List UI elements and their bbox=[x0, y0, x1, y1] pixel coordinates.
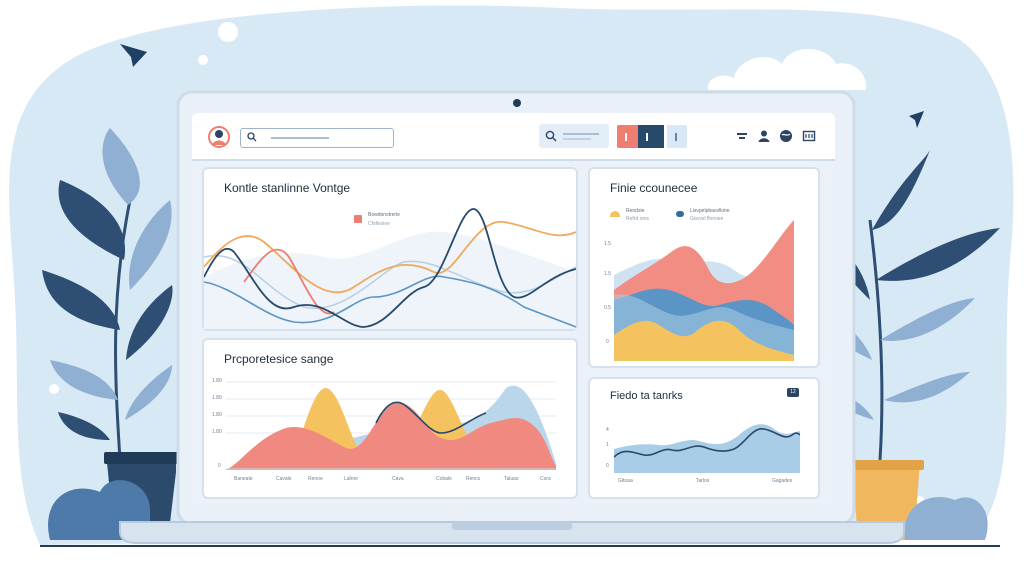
x-tick: Cava bbox=[392, 476, 404, 482]
count-badge: 12 bbox=[787, 388, 799, 397]
line-series-coral bbox=[243, 248, 335, 315]
y-tick: 1.5 bbox=[604, 271, 611, 277]
x-tick: Rencs bbox=[466, 476, 481, 482]
y-tick: 1.80 bbox=[212, 412, 222, 418]
line-series-orange bbox=[204, 221, 576, 294]
y-tick: 0.5 bbox=[604, 305, 611, 311]
legend-swatch bbox=[610, 211, 620, 217]
legend-label: Rendsie bbox=[626, 208, 645, 214]
legend-sublabel: Gisrvel ffomiee bbox=[690, 216, 724, 222]
chart-panel-tasks: Fiedo ta tanrks 12 4 1 0 Gitoaa Tarlos G… bbox=[588, 377, 820, 499]
find-icon bbox=[545, 130, 557, 142]
x-tick: Cora bbox=[540, 476, 551, 482]
bubble bbox=[49, 384, 59, 394]
legend-sublabel: Chiflesine bbox=[368, 221, 390, 227]
chart-panel-percentage-range: Prcporetesice sange 1.80 1.80 1.80 1.80 … bbox=[202, 338, 578, 499]
pot-rim bbox=[104, 452, 180, 464]
legend-swatch bbox=[676, 211, 684, 217]
find-input-hint bbox=[563, 138, 591, 140]
x-tick: Cobale bbox=[436, 476, 452, 482]
chart-panel-finance: Finie ccounecee Rendsie Refrd oms Lisvpe… bbox=[588, 167, 820, 368]
pot-icon bbox=[852, 462, 920, 540]
legend-sublabel: Refrd oms bbox=[626, 216, 650, 222]
area-chart bbox=[226, 381, 556, 470]
x-tick: Lahne bbox=[344, 476, 358, 482]
filter-icon bbox=[675, 133, 677, 141]
line-series-light bbox=[204, 254, 576, 310]
bubble bbox=[218, 22, 238, 42]
y-tick: 0 bbox=[606, 339, 609, 345]
find-input-text bbox=[563, 133, 599, 135]
paper-plane-icon bbox=[909, 111, 924, 128]
filter-button-1[interactable] bbox=[617, 125, 638, 148]
paper-plane-icon bbox=[120, 44, 147, 67]
y-tick: 0 bbox=[218, 463, 221, 469]
line-series-navy bbox=[614, 428, 800, 458]
menu-icon[interactable] bbox=[735, 129, 749, 143]
area-line-chart bbox=[614, 424, 800, 473]
filter-button-3[interactable] bbox=[667, 125, 687, 148]
y-tick: 0 bbox=[606, 463, 609, 469]
line-series-navy bbox=[204, 208, 576, 328]
user-icon[interactable] bbox=[757, 129, 771, 143]
grid-icon[interactable] bbox=[802, 129, 816, 143]
legend-label: Lisvpelpbacelkine bbox=[690, 208, 730, 214]
y-tick: 4 bbox=[606, 427, 609, 433]
laptop-notch bbox=[452, 522, 572, 530]
plant-left bbox=[42, 128, 173, 461]
x-tick: Cavale bbox=[276, 476, 292, 482]
x-tick: Tarlos bbox=[696, 478, 710, 484]
x-tick: Taluas bbox=[504, 476, 519, 482]
gridline bbox=[226, 381, 556, 434]
filter-icon bbox=[625, 133, 627, 141]
line-series-navy bbox=[375, 401, 487, 434]
filter-icon bbox=[646, 133, 648, 141]
camera-icon bbox=[513, 99, 521, 107]
area-series-yellow bbox=[614, 320, 794, 361]
panel-title: Fiedo ta tanrks bbox=[610, 390, 683, 402]
cloud-icon bbox=[707, 49, 867, 90]
line-series-blue bbox=[204, 275, 576, 328]
y-tick: 1.80 bbox=[212, 429, 222, 435]
search-input-text bbox=[271, 137, 329, 139]
legend-label: Bowdonstrerle bbox=[368, 212, 400, 218]
x-tick: Gagades bbox=[772, 478, 793, 484]
avatar-icon[interactable] bbox=[208, 126, 230, 148]
legend-swatch bbox=[354, 215, 362, 223]
app-screen: Kontle stanlinne Vontge Bowdonstrerle Ch… bbox=[192, 113, 835, 506]
panel-title: Kontle stanlinne Vontge bbox=[224, 181, 351, 195]
laptop-base bbox=[119, 521, 905, 544]
x-tick: Baneate bbox=[234, 476, 253, 482]
x-tick: Renoe bbox=[308, 476, 323, 482]
y-tick: 1 bbox=[606, 442, 609, 448]
stacked-area-chart bbox=[614, 220, 794, 361]
bush bbox=[904, 496, 988, 540]
filter-button-2[interactable] bbox=[638, 125, 664, 148]
search-icon bbox=[247, 132, 257, 142]
search-input[interactable] bbox=[240, 128, 394, 148]
y-tick: 1.80 bbox=[212, 395, 222, 401]
y-tick: 1.80 bbox=[212, 378, 222, 384]
x-tick: Gitoaa bbox=[618, 478, 633, 484]
globe-icon[interactable] bbox=[779, 129, 793, 143]
find-input[interactable] bbox=[539, 124, 609, 148]
top-bar bbox=[192, 113, 835, 161]
pot-rim bbox=[848, 460, 924, 470]
bubble bbox=[198, 55, 208, 65]
panel-title: Finie ccounecee bbox=[610, 181, 698, 195]
chart-panel-trends: Kontle stanlinne Vontge Bowdonstrerle Ch… bbox=[202, 167, 578, 331]
y-tick: 1.5 bbox=[604, 241, 611, 247]
area-series-coral bbox=[226, 402, 556, 470]
line-chart bbox=[204, 208, 576, 329]
panel-title: Prcporetesice sange bbox=[224, 352, 334, 366]
